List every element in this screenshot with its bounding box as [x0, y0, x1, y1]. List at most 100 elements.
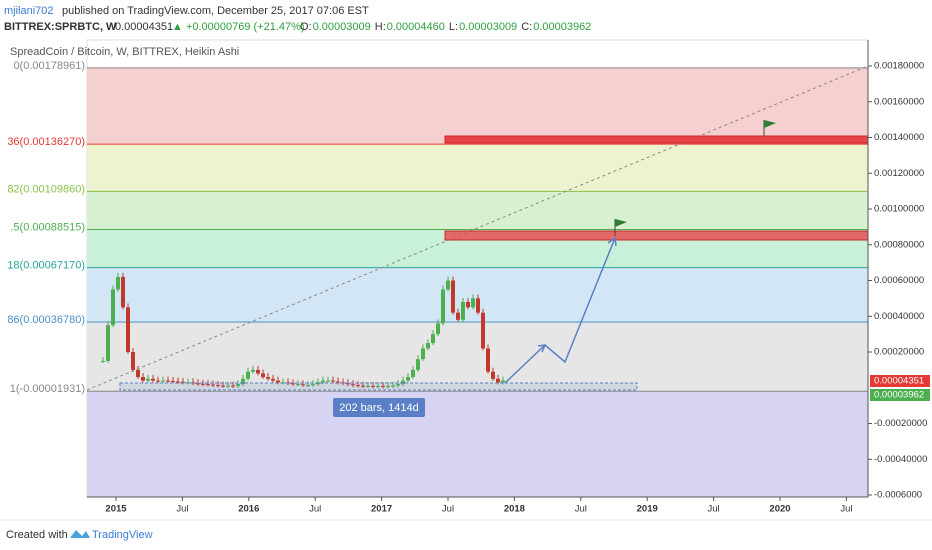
fib-label: 36(0.00136270) [7, 136, 85, 148]
y-tick-label: 0.00060000 [874, 275, 924, 286]
candle [436, 323, 440, 335]
candle [416, 359, 420, 370]
flag [614, 219, 627, 236]
fib-label: 0(0.00178961) [13, 60, 85, 72]
candle [501, 380, 505, 383]
candle [391, 385, 395, 387]
candle [446, 280, 450, 290]
candle [306, 385, 310, 387]
y-tick-label: 0.00080000 [874, 239, 924, 250]
candle [331, 380, 335, 382]
ohlc-value: 0.00004460 [387, 21, 445, 33]
fib-label: 1(-0.00001931) [10, 383, 85, 395]
published: published on TradingView.com, December 2… [62, 5, 369, 17]
measure-label: 202 bars, 1414d [339, 402, 419, 414]
flag [763, 120, 776, 136]
candle [236, 384, 240, 386]
y-tick-label: 0.00100000 [874, 204, 924, 215]
x-tick-label: Jul [442, 504, 454, 515]
zone-box [444, 230, 869, 241]
x-tick-label: 2018 [504, 504, 525, 515]
candle [471, 298, 475, 308]
candle [311, 384, 315, 386]
candle [151, 378, 155, 381]
candle [321, 380, 325, 383]
candle [356, 385, 360, 387]
candle [461, 301, 465, 320]
candle [481, 312, 485, 349]
close-tag-label: 0.00003962 [874, 390, 924, 401]
candle [346, 383, 350, 385]
fib-label: .5(0.00088515) [10, 221, 85, 233]
candle [206, 384, 210, 386]
ohlc-value: 0.00003009 [459, 21, 517, 33]
candle [126, 307, 130, 352]
candle [476, 298, 480, 313]
candle [431, 334, 435, 344]
candle [486, 348, 490, 372]
x-tick-label: Jul [708, 504, 720, 515]
candle [221, 385, 225, 387]
candle [351, 384, 355, 386]
last-tag-label: 0.00004351 [874, 376, 924, 387]
x-tick-label: Jul [309, 504, 321, 515]
x-tick-label: Jul [575, 504, 587, 515]
fib-label: 18(0.00067170) [7, 260, 85, 272]
fib-zone [87, 191, 868, 230]
candle [271, 378, 275, 381]
candle [491, 371, 495, 379]
candle [146, 378, 150, 381]
candle [326, 380, 330, 382]
x-tick-label: 2017 [371, 504, 392, 515]
trend-line [86, 65, 869, 391]
candle [131, 352, 135, 370]
chart-title: SpreadCoin / Bitcoin, W, BITTREX, Heikin… [10, 46, 239, 58]
fib-zone [87, 144, 868, 192]
candle [141, 377, 145, 381]
candle [106, 325, 110, 361]
y-tick-label: 0.00120000 [874, 168, 924, 179]
candle [406, 377, 410, 381]
fib-zone [87, 67, 868, 145]
last-tag [870, 375, 930, 387]
candle [296, 384, 300, 386]
candle [216, 385, 220, 387]
fib-zone [87, 322, 868, 392]
candle [386, 385, 390, 387]
candle [301, 384, 305, 386]
projection-path [504, 237, 616, 384]
candle [426, 343, 430, 349]
measure-box [333, 398, 425, 417]
symbol: BITTREX:SPRBTC, W [4, 21, 117, 33]
arrow-head [537, 236, 617, 353]
candle [156, 380, 160, 382]
candle [111, 289, 115, 326]
candle [381, 385, 385, 387]
footer-brand[interactable]: TradingView [92, 529, 153, 541]
candle [466, 301, 470, 308]
candle [116, 276, 120, 290]
candle [101, 360, 105, 362]
candle [246, 371, 250, 379]
candle [196, 383, 200, 385]
candle [266, 377, 270, 379]
x-tick-label: Jul [840, 504, 852, 515]
candle [396, 384, 400, 386]
candle [226, 385, 230, 387]
candle [421, 348, 425, 360]
candle [261, 373, 265, 378]
ohlc-value: 0.00003009 [313, 21, 371, 33]
candle [161, 380, 165, 382]
candle [496, 378, 500, 383]
zone-box [444, 135, 869, 144]
brand-logo [70, 530, 90, 538]
candle [251, 369, 255, 372]
x-tick-label: Jul [176, 504, 188, 515]
author[interactable]: mjilani702 [4, 5, 54, 17]
candle [241, 378, 245, 385]
candle [256, 369, 260, 374]
candle [166, 380, 170, 382]
fib-label: 82(0.00109860) [7, 183, 85, 195]
candle [366, 385, 370, 387]
y-tick-label: -0.0006000 [874, 490, 922, 501]
